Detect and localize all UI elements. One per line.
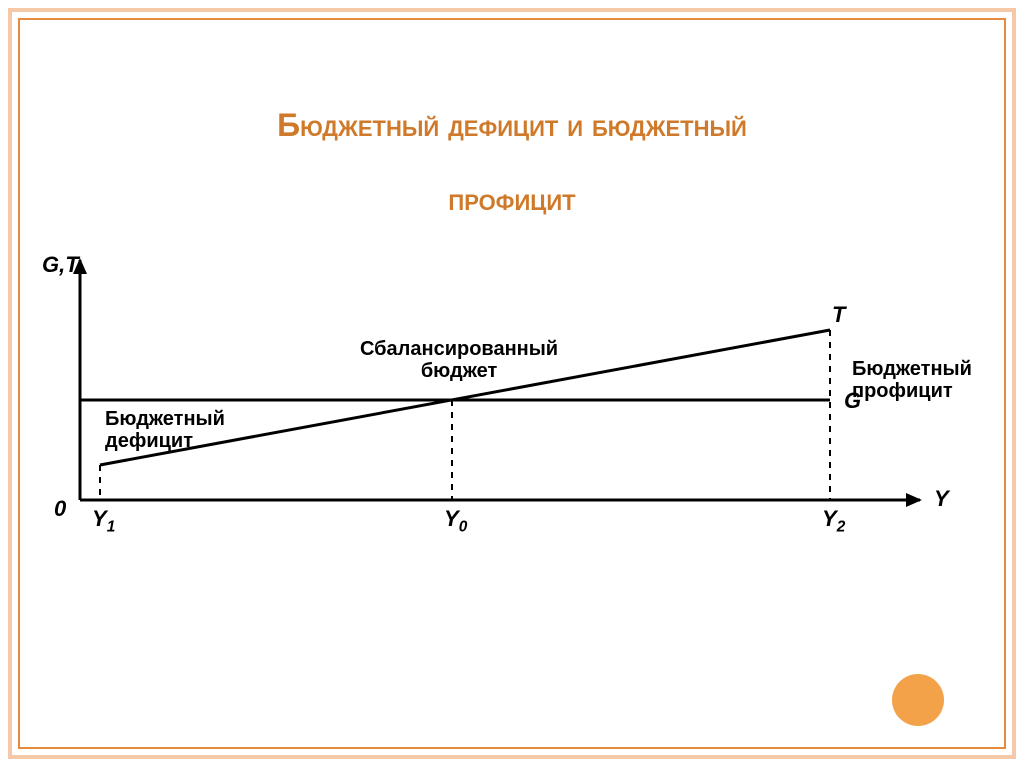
tick-y0: Y0 (444, 506, 467, 536)
annotation-surplus: Бюджетный профицит (852, 358, 972, 402)
annotation-deficit: Бюджетный дефицит (105, 408, 225, 452)
tick-y1: Y1 (92, 506, 115, 536)
annotation-balanced: Сбалансированный бюджет (360, 338, 558, 382)
decor-circle (892, 674, 944, 726)
tick-y2-main: Y (822, 506, 837, 531)
tick-y1-sub: 1 (107, 518, 116, 535)
y-axis-label: G,T (42, 252, 79, 278)
tick-y1-main: Y (92, 506, 107, 531)
tick-y2-sub: 2 (837, 518, 846, 535)
x-axis-label: Y (934, 486, 949, 512)
t-line-label: T (832, 302, 845, 328)
tick-y2: Y2 (822, 506, 845, 536)
x-axis-arrow (906, 493, 922, 507)
tick-y0-sub: 0 (459, 518, 468, 535)
tick-y0-main: Y (444, 506, 459, 531)
origin-label: 0 (54, 496, 66, 522)
